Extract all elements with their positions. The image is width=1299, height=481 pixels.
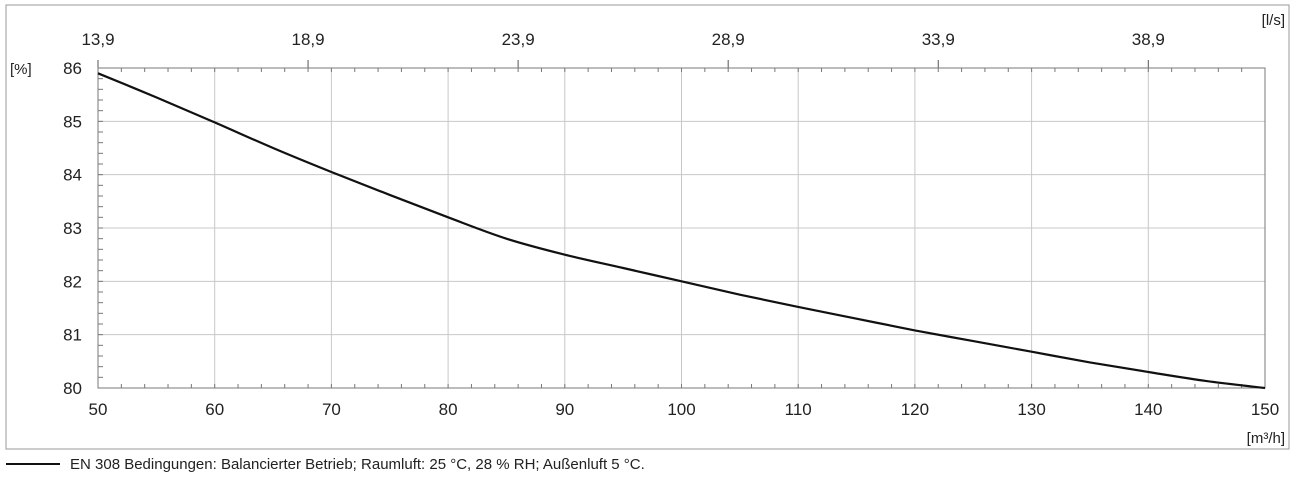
- top-tick-label: 33,9: [922, 30, 955, 49]
- series-line: [97, 72, 1266, 390]
- y-tick-label: 84: [63, 166, 82, 185]
- top-tick-label: 28,9: [712, 30, 745, 49]
- legend-text: EN 308 Bedingungen: Balancierter Betrieb…: [70, 455, 645, 473]
- x-tick-label: 90: [555, 400, 574, 419]
- y-tick-label: 83: [63, 219, 82, 238]
- y-tick-label: 86: [63, 59, 82, 78]
- minor-ticks: [97, 60, 1266, 389]
- x-tick-label: 140: [1134, 400, 1162, 419]
- chart-frame: [5, 4, 1290, 450]
- tick-labels: 50 60 70 80 90 100 110 120 130 140 150 80 81 82 83 84 85…: [63, 30, 1279, 419]
- y-unit-label: [%]: [10, 61, 32, 78]
- legend: EN 308 Bedingungen: Balancierter Betrieb…: [6, 452, 645, 476]
- y-tick-label: 81: [63, 326, 82, 345]
- x-tick-label: 130: [1017, 400, 1045, 419]
- y-tick-label: 85: [63, 112, 82, 131]
- x-tick-label: 60: [205, 400, 224, 419]
- x-tick-label: 70: [322, 400, 341, 419]
- top-tick-label: 13,9: [81, 30, 114, 49]
- series-layer: [97, 72, 1266, 390]
- x-tick-label: 110: [785, 400, 812, 419]
- top-tick-label: 38,9: [1132, 30, 1165, 49]
- x-tick-label: 150: [1251, 400, 1279, 419]
- x-tick-label: 50: [89, 400, 108, 419]
- y-tick-label: 82: [63, 272, 82, 291]
- x-tick-label: 100: [667, 400, 695, 419]
- x-tick-label: 120: [901, 400, 929, 419]
- plot-area: [97, 67, 1266, 389]
- x-tick-label: 80: [439, 400, 458, 419]
- legend-line-swatch: [6, 463, 60, 465]
- x-unit-label: [m³/h]: [1247, 430, 1285, 447]
- top-unit-label: [l/s]: [1262, 12, 1285, 29]
- top-tick-label: 23,9: [502, 30, 535, 49]
- top-tick-label: 18,9: [292, 30, 325, 49]
- y-tick-label: 80: [63, 379, 82, 398]
